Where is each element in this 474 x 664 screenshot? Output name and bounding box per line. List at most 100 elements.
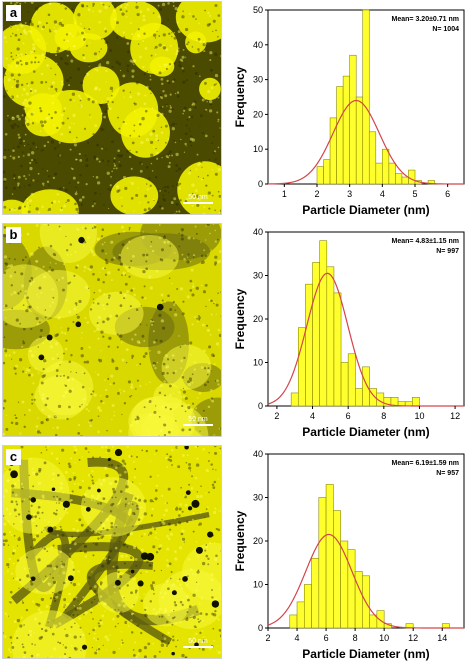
tem-grain xyxy=(111,90,113,92)
tem-grain xyxy=(31,519,35,522)
tem-grain xyxy=(39,321,41,323)
y-tick-label: 10 xyxy=(253,358,263,368)
tem-grain xyxy=(116,189,120,193)
tem-grain xyxy=(79,105,81,107)
tem-grain xyxy=(101,266,105,270)
gaussian-fit-line xyxy=(267,272,464,407)
tem-grain xyxy=(209,68,213,72)
tem-grain xyxy=(57,404,62,409)
tem-grain xyxy=(207,191,211,195)
tem-dark-particle xyxy=(30,497,37,503)
tem-grain xyxy=(121,641,124,644)
tem-grain xyxy=(162,198,166,202)
tem-grain xyxy=(44,26,47,28)
tem-grain xyxy=(56,495,59,498)
tem-grain xyxy=(210,313,213,316)
tem-grain xyxy=(218,427,221,430)
tem-grain xyxy=(37,346,39,348)
tem-grain xyxy=(140,305,143,307)
tem-grain xyxy=(178,64,182,68)
tem-grain xyxy=(151,581,155,585)
tem-grain xyxy=(27,11,29,13)
tem-grain xyxy=(129,532,134,536)
tem-grain xyxy=(111,359,115,363)
y-tick-label: 10 xyxy=(253,144,263,154)
tem-grain xyxy=(145,85,149,89)
tem-grain xyxy=(171,282,173,285)
tem-grain xyxy=(122,271,126,275)
tem-grain xyxy=(115,565,119,570)
tem-grain xyxy=(3,304,6,307)
tem-grain xyxy=(14,207,16,210)
tem-grain xyxy=(29,20,33,24)
tem-grain xyxy=(22,341,26,345)
tem-grain xyxy=(51,297,54,300)
tem-grain xyxy=(76,607,79,610)
tem-grain xyxy=(10,284,13,287)
tem-grain xyxy=(87,486,91,490)
tem-grain xyxy=(100,521,102,524)
tem-grain xyxy=(49,244,53,248)
tem-grain xyxy=(130,455,133,458)
tem-grain xyxy=(165,366,167,369)
tem-particle-cluster xyxy=(140,402,209,436)
tem-grain xyxy=(109,184,112,187)
tem-grain xyxy=(3,532,6,536)
tem-grain xyxy=(8,512,12,516)
tem-grain xyxy=(70,253,72,256)
tem-grain xyxy=(82,245,85,247)
histogram-bar xyxy=(441,623,450,629)
tem-grain xyxy=(5,508,9,511)
tem-grain xyxy=(121,413,123,416)
tem-grain xyxy=(24,21,27,24)
tem-grain xyxy=(167,81,171,85)
tem-grain xyxy=(206,101,208,103)
tem-grain xyxy=(71,490,74,493)
tem-grain xyxy=(194,106,197,109)
tem-grain xyxy=(189,261,192,263)
tem-grain xyxy=(218,448,221,451)
tem-grain xyxy=(36,653,40,657)
tem-grain xyxy=(161,371,165,375)
tem-grain xyxy=(70,354,73,357)
tem-grain xyxy=(167,537,171,541)
tem-grain xyxy=(204,9,206,12)
tem-grain xyxy=(110,525,114,529)
tem-grain xyxy=(173,259,176,262)
tem-grain xyxy=(47,446,50,448)
tem-grain xyxy=(204,109,207,113)
tem-grain xyxy=(85,158,89,162)
tem-grain xyxy=(104,466,108,470)
tem-grain xyxy=(66,249,69,252)
tem-grain xyxy=(147,188,150,191)
tem-grain xyxy=(28,474,30,477)
tem-grain xyxy=(5,348,7,350)
tem-grain xyxy=(153,410,157,414)
tem-dark-particle xyxy=(10,470,18,479)
tem-grain xyxy=(61,331,64,334)
tem-grain xyxy=(102,644,104,647)
tem-grain xyxy=(23,414,26,416)
tem-grain xyxy=(79,22,82,25)
tem-grain xyxy=(172,108,175,111)
tem-grain xyxy=(163,240,167,244)
tem-grain xyxy=(16,84,20,88)
tem-grain xyxy=(49,597,53,600)
tem-grain xyxy=(133,130,135,132)
tem-grain xyxy=(43,120,47,124)
tem-grain xyxy=(126,446,130,448)
tem-grain xyxy=(24,133,27,136)
tem-grain xyxy=(53,567,57,571)
tem-grain xyxy=(12,58,14,61)
tem-grain xyxy=(97,494,101,498)
tem-grain xyxy=(73,446,77,448)
tem-grain xyxy=(192,15,195,18)
tem-grain xyxy=(113,157,116,160)
tem-grain xyxy=(55,502,58,504)
tem-grain xyxy=(207,11,210,15)
tem-grain xyxy=(150,514,154,517)
tem-grain xyxy=(184,132,188,136)
tem-grain xyxy=(185,79,189,82)
tem-grain xyxy=(129,423,133,427)
tem-grain xyxy=(136,12,140,17)
